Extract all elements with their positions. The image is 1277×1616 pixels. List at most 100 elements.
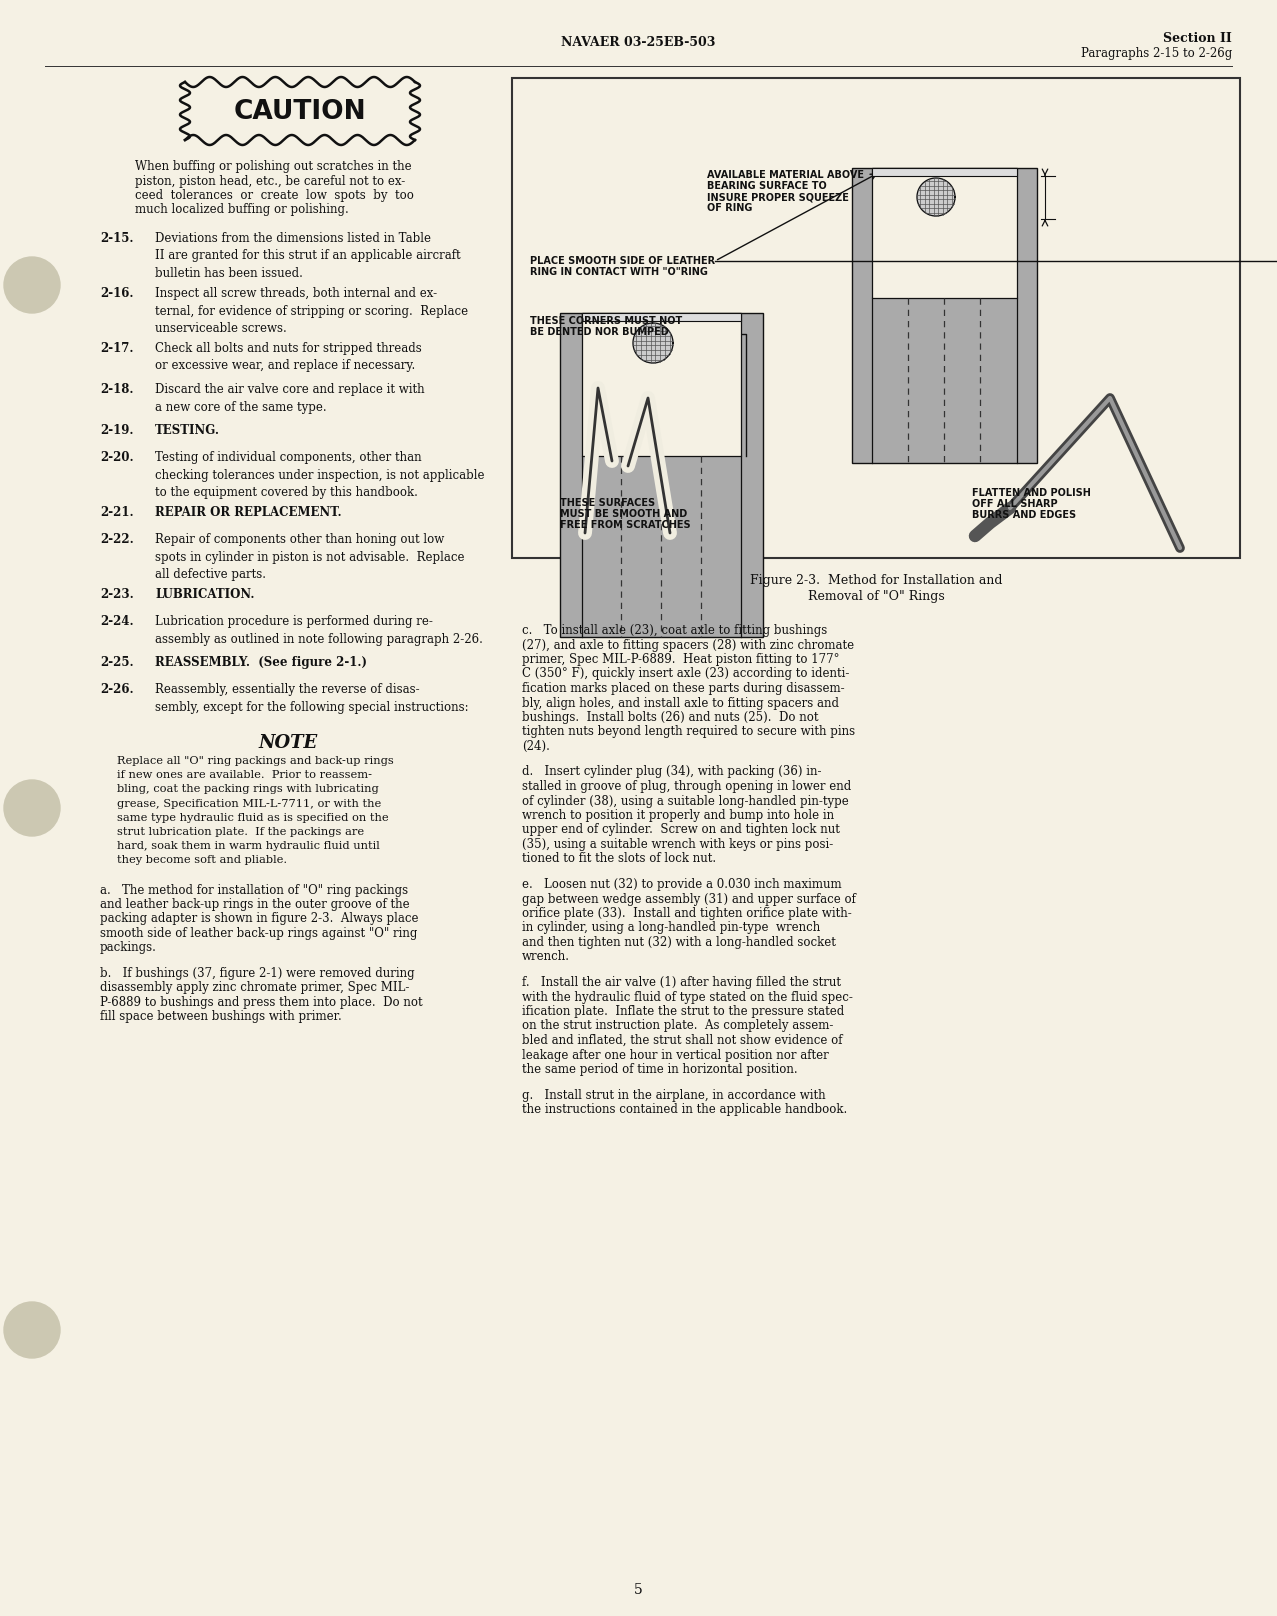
Polygon shape — [633, 323, 673, 364]
Text: with the hydraulic fluid of type stated on the fluid spec-: with the hydraulic fluid of type stated … — [522, 991, 853, 1004]
Text: OF RING: OF RING — [707, 204, 752, 213]
Polygon shape — [917, 178, 955, 217]
Text: Repair of components other than honing out low
spots in cylinder in piston is no: Repair of components other than honing o… — [155, 533, 465, 582]
Text: Testing of individual components, other than
checking tolerances under inspectio: Testing of individual components, other … — [155, 451, 484, 499]
Text: 2-17.: 2-17. — [100, 343, 134, 356]
Text: FREE FROM SCRATCHES: FREE FROM SCRATCHES — [561, 520, 691, 530]
Text: INSURE PROPER SQUEEZE: INSURE PROPER SQUEEZE — [707, 192, 849, 202]
Text: and leather back-up rings in the outer groove of the: and leather back-up rings in the outer g… — [100, 898, 410, 911]
Text: smooth side of leather back-up rings against "O" ring: smooth side of leather back-up rings aga… — [100, 926, 418, 939]
Text: ceed  tolerances  or  create  low  spots  by  too: ceed tolerances or create low spots by t… — [135, 189, 414, 202]
Text: primer, Spec MIL-P-6889.  Heat piston fitting to 177°: primer, Spec MIL-P-6889. Heat piston fit… — [522, 653, 839, 666]
Text: disassembly apply zinc chromate primer, Spec MIL-: disassembly apply zinc chromate primer, … — [100, 981, 410, 994]
Bar — [582, 314, 741, 456]
Text: Deviations from the dimensions listed in Table
II are granted for this strut if : Deviations from the dimensions listed in… — [155, 233, 461, 280]
Text: orifice plate (33).  Install and tighten orifice plate with-: orifice plate (33). Install and tighten … — [522, 907, 852, 920]
Text: and then tighten nut (32) with a long-handled socket: and then tighten nut (32) with a long-ha… — [522, 936, 836, 949]
Text: BEARING SURFACE TO: BEARING SURFACE TO — [707, 181, 826, 191]
Bar — [561, 314, 762, 637]
Text: Replace all "O" ring packings and back-up rings: Replace all "O" ring packings and back-u… — [117, 756, 393, 766]
Text: (35), using a suitable wrench with keys or pins posi-: (35), using a suitable wrench with keys … — [522, 839, 834, 852]
Text: CAUTION: CAUTION — [234, 99, 366, 124]
Text: bushings.  Install bolts (26) and nuts (25).  Do not: bushings. Install bolts (26) and nuts (2… — [522, 711, 819, 724]
Text: MUST BE SMOOTH AND: MUST BE SMOOTH AND — [561, 509, 687, 519]
Text: piston, piston head, etc., be careful not to ex-: piston, piston head, etc., be careful no… — [135, 175, 405, 187]
Text: 2-24.: 2-24. — [100, 616, 134, 629]
Text: ification plate.  Inflate the strut to the pressure stated: ification plate. Inflate the strut to th… — [522, 1005, 844, 1018]
Text: b.   If bushings (37, figure 2-1) were removed during: b. If bushings (37, figure 2-1) were rem… — [100, 966, 415, 979]
Text: P-6889 to bushings and press them into place.  Do not: P-6889 to bushings and press them into p… — [100, 995, 423, 1008]
Text: Discard the air valve core and replace it with
a new core of the same type.: Discard the air valve core and replace i… — [155, 383, 425, 414]
Text: NAVAER 03-25EB-503: NAVAER 03-25EB-503 — [561, 37, 715, 50]
Bar — [872, 168, 1016, 176]
Text: packing adapter is shown in figure 2-3.  Always place: packing adapter is shown in figure 2-3. … — [100, 911, 419, 926]
Text: THESE SURFACES: THESE SURFACES — [561, 498, 655, 507]
Text: (24).: (24). — [522, 740, 550, 753]
Text: of cylinder (38), using a suitable long-handled pin-type: of cylinder (38), using a suitable long-… — [522, 795, 849, 808]
Text: bly, align holes, and install axle to fitting spacers and: bly, align holes, and install axle to fi… — [522, 696, 839, 709]
Text: in cylinder, using a long-handled pin-type  wrench: in cylinder, using a long-handled pin-ty… — [522, 921, 820, 934]
Text: C (350° F), quickly insert axle (23) according to identi-: C (350° F), quickly insert axle (23) acc… — [522, 667, 849, 680]
Text: e.   Loosen nut (32) to provide a 0.030 inch maximum: e. Loosen nut (32) to provide a 0.030 in… — [522, 877, 842, 890]
Text: Section II: Section II — [1163, 31, 1232, 45]
Text: 2-22.: 2-22. — [100, 533, 134, 546]
Text: BURRS AND EDGES: BURRS AND EDGES — [972, 511, 1077, 520]
Text: same type hydraulic fluid as is specified on the: same type hydraulic fluid as is specifie… — [117, 813, 388, 823]
Text: 2-23.: 2-23. — [100, 588, 134, 601]
Text: f.   Install the air valve (1) after having filled the strut: f. Install the air valve (1) after havin… — [522, 976, 842, 989]
Text: strut lubrication plate.  If the packings are: strut lubrication plate. If the packings… — [117, 827, 364, 837]
Text: (27), and axle to fitting spacers (28) with zinc chromate: (27), and axle to fitting spacers (28) w… — [522, 638, 854, 651]
Text: fill space between bushings with primer.: fill space between bushings with primer. — [100, 1010, 342, 1023]
Bar — [512, 78, 1240, 558]
Text: OFF ALL SHARP: OFF ALL SHARP — [972, 499, 1057, 509]
Text: 2-20.: 2-20. — [100, 451, 134, 464]
Text: 2-16.: 2-16. — [100, 288, 134, 301]
Bar — [582, 314, 741, 322]
Text: the instructions contained in the applicable handbook.: the instructions contained in the applic… — [522, 1104, 847, 1117]
Text: Figure 2-3.  Method for Installation and: Figure 2-3. Method for Installation and — [750, 574, 1002, 587]
Text: much localized buffing or polishing.: much localized buffing or polishing. — [135, 204, 349, 217]
Text: Check all bolts and nuts for stripped threads
or excessive wear, and replace if : Check all bolts and nuts for stripped th… — [155, 343, 421, 373]
Text: the same period of time in horizontal position.: the same period of time in horizontal po… — [522, 1063, 798, 1076]
Text: hard, soak them in warm hydraulic fluid until: hard, soak them in warm hydraulic fluid … — [117, 842, 379, 852]
Text: tioned to fit the slots of lock nut.: tioned to fit the slots of lock nut. — [522, 853, 716, 866]
Text: wrench.: wrench. — [522, 950, 570, 963]
Text: REASSEMBLY.  (See figure 2-1.): REASSEMBLY. (See figure 2-1.) — [155, 656, 366, 669]
Text: 2-25.: 2-25. — [100, 656, 134, 669]
Text: fication marks placed on these parts during disassem-: fication marks placed on these parts dur… — [522, 682, 844, 695]
Circle shape — [4, 257, 60, 314]
Text: c.   To install axle (23), coat axle to fitting bushings: c. To install axle (23), coat axle to fi… — [522, 624, 827, 637]
Text: leakage after one hour in vertical position nor after: leakage after one hour in vertical posit… — [522, 1049, 829, 1062]
Circle shape — [4, 1302, 60, 1357]
Text: 5: 5 — [633, 1584, 642, 1597]
Text: 2-15.: 2-15. — [100, 233, 134, 246]
Text: Removal of "O" Rings: Removal of "O" Rings — [807, 590, 945, 603]
Text: grease, Specification MIL-L-7711, or with the: grease, Specification MIL-L-7711, or wit… — [117, 798, 382, 808]
Text: stalled in groove of plug, through opening in lower end: stalled in groove of plug, through openi… — [522, 781, 852, 793]
Bar — [872, 168, 1016, 297]
Bar — [852, 168, 1037, 464]
Text: Reassembly, essentially the reverse of disas-
sembly, except for the following s: Reassembly, essentially the reverse of d… — [155, 684, 469, 714]
Text: 2-26.: 2-26. — [100, 684, 134, 696]
Text: AVAILABLE MATERIAL ABOVE: AVAILABLE MATERIAL ABOVE — [707, 170, 865, 179]
Bar — [190, 87, 410, 136]
Text: LUBRICATION.: LUBRICATION. — [155, 588, 254, 601]
Text: 2-19.: 2-19. — [100, 423, 134, 436]
Text: gap between wedge assembly (31) and upper surface of: gap between wedge assembly (31) and uppe… — [522, 892, 856, 905]
Text: RING IN CONTACT WITH "O"RING: RING IN CONTACT WITH "O"RING — [530, 267, 707, 276]
Text: When buffing or polishing out scratches in the: When buffing or polishing out scratches … — [135, 160, 411, 173]
Text: g.   Install strut in the airplane, in accordance with: g. Install strut in the airplane, in acc… — [522, 1089, 826, 1102]
Text: they become soft and pliable.: they become soft and pliable. — [117, 855, 287, 866]
Text: Lubrication procedure is performed during re-
assembly as outlined in note follo: Lubrication procedure is performed durin… — [155, 616, 483, 645]
Text: REPAIR OR REPLACEMENT.: REPAIR OR REPLACEMENT. — [155, 506, 342, 519]
Text: if new ones are available.  Prior to reassem-: if new ones are available. Prior to reas… — [117, 771, 372, 781]
Text: PLACE SMOOTH SIDE OF LEATHER: PLACE SMOOTH SIDE OF LEATHER — [530, 255, 715, 267]
Text: Paragraphs 2-15 to 2-26g: Paragraphs 2-15 to 2-26g — [1080, 47, 1232, 60]
Text: wrench to position it properly and bump into hole in: wrench to position it properly and bump … — [522, 810, 834, 823]
Text: NOTE: NOTE — [259, 734, 318, 751]
Text: bling, coat the packing rings with lubricating: bling, coat the packing rings with lubri… — [117, 784, 379, 795]
Circle shape — [4, 781, 60, 835]
Text: a.   The method for installation of "O" ring packings: a. The method for installation of "O" ri… — [100, 884, 409, 897]
Text: packings.: packings. — [100, 941, 157, 953]
Text: THESE CORNERS MUST NOT: THESE CORNERS MUST NOT — [530, 317, 682, 326]
